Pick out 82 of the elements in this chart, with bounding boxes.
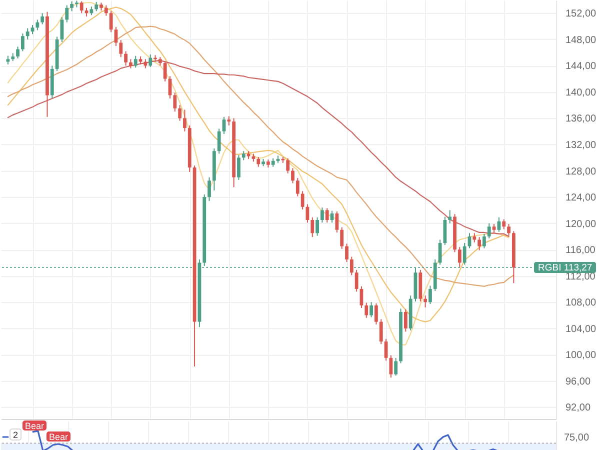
y-tick-label: 120,00	[566, 218, 597, 230]
candlestick	[502, 218, 506, 230]
candlestick	[227, 116, 231, 126]
candlestick	[325, 208, 329, 224]
candlestick	[94, 1, 98, 12]
candlestick	[443, 216, 447, 246]
candlestick	[26, 28, 30, 40]
candlestick	[80, 0, 84, 14]
candlestick	[300, 190, 304, 210]
candlestick	[183, 109, 186, 132]
candlestick	[340, 226, 344, 250]
candlestick	[20, 32, 24, 52]
annotation: Bear	[48, 432, 68, 442]
candlestick	[208, 176, 211, 202]
y-tick-label: 132,00	[566, 140, 597, 151]
y-tick-label: 128,00	[566, 166, 597, 178]
y-tick-label: 124,00	[566, 192, 597, 204]
y-tick-label: 148,00	[566, 34, 597, 46]
candlestick	[487, 222, 491, 239]
y-tick-label: 144,00	[566, 61, 597, 72]
candlestick	[242, 150, 246, 161]
candlestick	[237, 154, 240, 180]
candlestick	[16, 46, 20, 59]
candlestick	[335, 210, 339, 233]
candlestick	[163, 60, 167, 82]
line-series	[7, 26, 514, 287]
y-tick-label: 136,00	[566, 114, 597, 125]
candlestick	[320, 207, 324, 224]
candlestick	[482, 233, 486, 249]
candlestick	[173, 92, 177, 112]
candlestick	[374, 302, 378, 325]
candlestick	[448, 210, 452, 224]
candlestick	[316, 216, 319, 236]
ref-line-label: RGBI 113,27	[538, 262, 592, 274]
candlestick	[345, 243, 348, 263]
y-tick-label: 92,00	[566, 402, 591, 414]
annotation: Bear	[24, 421, 44, 431]
y-tick-label: 104,00	[566, 324, 597, 335]
candlestick	[468, 232, 472, 249]
candlestick	[70, 0, 74, 12]
candlestick	[129, 58, 132, 69]
candlestick	[134, 55, 138, 68]
candlestick	[144, 58, 148, 69]
y-tick-label: 100,00	[566, 350, 597, 362]
annotation: 2	[12, 430, 18, 440]
candlestick	[424, 295, 428, 308]
candlestick	[350, 256, 354, 276]
candlestick	[310, 216, 314, 238]
candlestick	[124, 50, 128, 66]
candlestick	[507, 223, 510, 236]
candlestick	[119, 40, 123, 58]
candlestick	[286, 158, 290, 174]
y-tick-label: 116,00	[566, 245, 596, 256]
candlestick	[472, 232, 476, 243]
candlestick	[379, 318, 383, 345]
candlestick	[478, 236, 482, 251]
candlestick	[178, 104, 182, 122]
candlestick	[291, 168, 294, 184]
candlestick	[60, 16, 64, 43]
candlestick	[458, 246, 462, 268]
candlestick	[404, 308, 408, 332]
candlestick	[296, 177, 300, 197]
candlestick	[428, 285, 432, 305]
y-tick-label: 108,00	[566, 298, 597, 309]
candlestick	[148, 54, 152, 68]
candlestick	[394, 357, 398, 376]
candlestick	[354, 269, 358, 292]
candlestick	[40, 12, 44, 25]
text: 75,00	[564, 432, 590, 444]
candlestick	[109, 10, 113, 33]
candlestick	[104, 4, 108, 16]
candlestick	[65, 4, 69, 23]
y-tick-label: 152,00	[566, 8, 597, 20]
candlestick	[256, 156, 260, 168]
y-tick-label: 96,00	[566, 376, 591, 388]
y-tick-label: 140,00	[566, 87, 597, 98]
candlestick	[364, 302, 368, 318]
candlestick	[370, 302, 373, 318]
candlestick	[36, 19, 40, 31]
candlestick	[217, 128, 221, 154]
candlestick	[462, 242, 466, 266]
candlestick	[389, 354, 393, 378]
